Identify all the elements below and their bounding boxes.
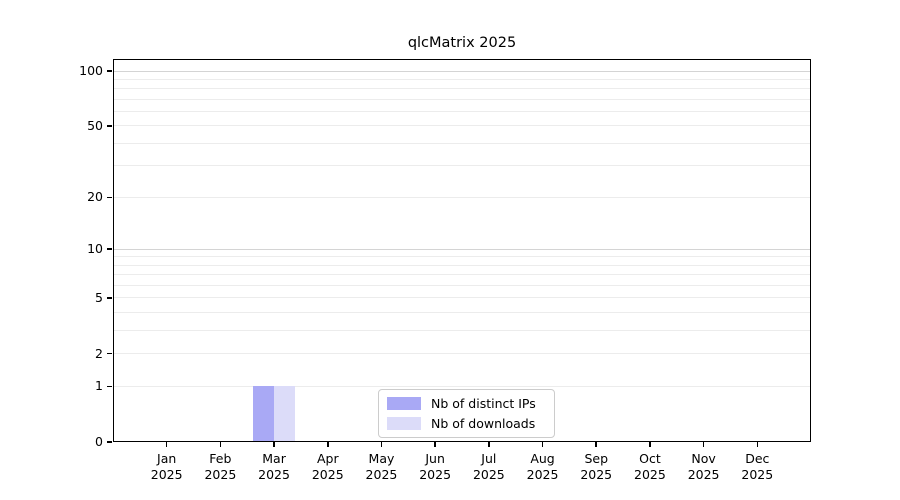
x-axis-tick: [756, 442, 759, 447]
x-axis-tick: [488, 442, 490, 447]
legend-label-distinct-ips: Nb of distinct IPs: [431, 396, 536, 411]
y-axis-tick: [107, 441, 112, 443]
y-gridline: [114, 125, 810, 127]
x-axis-tick: [219, 442, 222, 447]
x-axis-tick-label: Jul 2025: [472, 451, 505, 482]
y-gridline: [114, 256, 810, 258]
y-gridline: [114, 196, 810, 198]
y-axis-tick-label: 0: [95, 434, 103, 449]
x-axis-tick: [434, 442, 436, 447]
x-axis-tick: [273, 442, 275, 447]
x-axis-tick-label: Feb 2025: [204, 451, 237, 482]
bar-nb-of-downloads: [273, 385, 295, 442]
x-axis-tick-label: May 2025: [365, 451, 398, 482]
y-gridline: [114, 165, 810, 167]
y-axis-tick: [107, 248, 112, 250]
x-axis-tick-label: Dec 2025: [741, 451, 774, 482]
y-axis-tick-label: 5: [95, 289, 103, 305]
y-gridline: [114, 111, 810, 113]
legend-label-downloads: Nb of downloads: [431, 416, 536, 431]
y-axis-tick-label: 50: [87, 117, 103, 133]
y-axis-tick: [107, 297, 112, 299]
y-gridline: [114, 98, 810, 100]
legend-swatch-distinct-ips: [387, 397, 421, 410]
y-axis-tick: [107, 70, 112, 72]
y-gridline: [114, 70, 810, 72]
y-gridline: [114, 385, 810, 387]
x-axis-tick-label: Mar 2025: [258, 451, 290, 482]
bar-nb-of-distinct-ips: [252, 385, 274, 442]
y-gridline: [114, 78, 810, 80]
y-gridline: [114, 248, 810, 250]
y-axis-tick-label: 20: [87, 189, 103, 205]
y-axis-tick: [107, 196, 112, 198]
x-axis-tick: [541, 442, 544, 447]
y-gridline: [114, 142, 810, 144]
legend-item-downloads: Nb of downloads: [387, 416, 554, 431]
y-axis-tick: [107, 385, 112, 388]
y-axis-tick-label: 10: [87, 241, 103, 257]
y-gridline: [114, 297, 810, 299]
y-axis-tick-label: 1: [95, 378, 103, 394]
x-axis-tick: [649, 442, 651, 447]
y-gridline: [114, 312, 810, 314]
y-gridline: [114, 353, 810, 355]
y-gridline: [114, 264, 810, 266]
x-axis-tick-label: Jan 2025: [150, 451, 183, 482]
x-axis-tick-label: Jun 2025: [419, 451, 452, 482]
legend-swatch-downloads: [387, 417, 421, 430]
x-axis-tick: [327, 442, 329, 447]
y-axis-tick-label: 2: [95, 345, 103, 361]
x-axis-tick: [380, 442, 383, 447]
x-axis-tick-label: Sep 2025: [580, 451, 613, 482]
y-axis-tick: [107, 125, 112, 127]
y-gridline: [114, 330, 810, 332]
x-axis-tick-label: Apr 2025: [311, 451, 344, 482]
x-axis-tick: [165, 442, 168, 447]
x-axis-tick-label: Nov 2025: [687, 451, 720, 482]
plot-area: [113, 59, 811, 442]
chart-title: qlcMatrix 2025: [407, 35, 517, 51]
legend-item-distinct-ips: Nb of distinct IPs: [387, 396, 554, 411]
y-gridline: [114, 285, 810, 287]
x-axis-tick: [595, 442, 597, 447]
legend: Nb of distinct IPs Nb of downloads: [378, 389, 555, 438]
y-gridline: [114, 274, 810, 276]
y-axis-tick-label: 100: [79, 63, 103, 78]
y-gridline: [114, 88, 810, 90]
x-axis-tick-label: Oct 2025: [634, 451, 666, 482]
x-axis-tick-label: Aug 2025: [526, 451, 559, 482]
y-axis-tick: [107, 352, 112, 355]
x-axis-tick: [702, 442, 705, 447]
